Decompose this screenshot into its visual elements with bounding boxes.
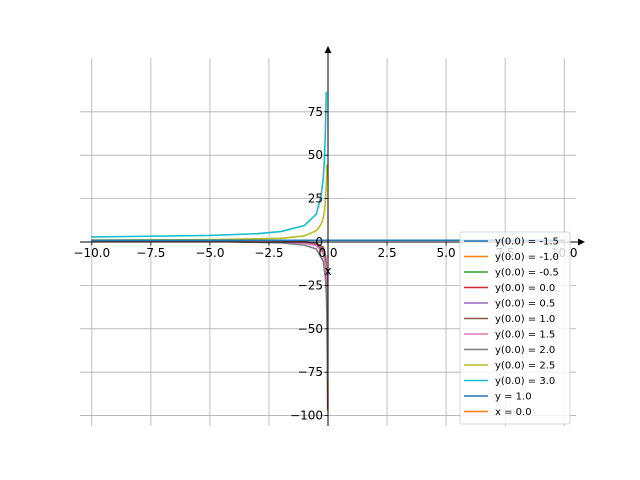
legend: y(0.0) = -1.5 y(0.0) = -1.0 y(0.0) = -0.5 y…: [459, 231, 571, 425]
x-tick-label-5: 2.5: [378, 246, 397, 260]
y-tick-label-2: −50: [298, 322, 323, 336]
y-tick-label-1: −75: [298, 365, 323, 379]
legend-label-1: y(0.0) = -1.0: [495, 252, 559, 263]
legend-label-8: y(0.0) = 2.5: [495, 361, 555, 372]
legend-label-4: y(0.0) = 0.5: [495, 299, 555, 310]
y-tick-label-5: 25: [308, 192, 323, 206]
y-tick-label-3: −25: [298, 278, 323, 292]
x-tick-label-6: 5.0: [437, 246, 456, 260]
legend-label-3: y(0.0) = 0.0: [495, 283, 555, 294]
x-tick-label-0: −10.0: [73, 246, 110, 260]
x-tick-label-2: −5.0: [195, 246, 224, 260]
legend-label-10: y = 1.0: [495, 392, 532, 403]
legend-label-7: y(0.0) = 2.0: [495, 345, 555, 356]
y-tick-label-7: 75: [308, 105, 323, 119]
legend-label-11: x = 0.0: [495, 407, 532, 418]
legend-box: [459, 231, 571, 425]
y-tick-label-4: 0: [315, 235, 323, 249]
series-line-8: [91, 164, 328, 241]
x-tick-label-1: −7.5: [136, 246, 165, 260]
legend-label-6: y(0.0) = 1.5: [495, 330, 555, 341]
x-axis-arrow: [578, 238, 585, 246]
y-tick-label-0: −100: [290, 409, 323, 423]
y-axis-arrow: [324, 46, 332, 53]
series-line-9: [90, 91, 328, 238]
legend-label-2: y(0.0) = -0.5: [495, 268, 559, 279]
y-tick-label-6: 50: [308, 148, 323, 162]
legend-label-0: y(0.0) = -1.5: [495, 237, 559, 248]
x-axis-label: x: [324, 264, 331, 278]
legend-label-9: y(0.0) = 3.0: [495, 376, 555, 387]
x-tick-label-4: 0.0: [318, 246, 337, 260]
legend-label-5: y(0.0) = 1.0: [495, 314, 555, 325]
x-tick-label-3: −2.5: [254, 246, 283, 260]
